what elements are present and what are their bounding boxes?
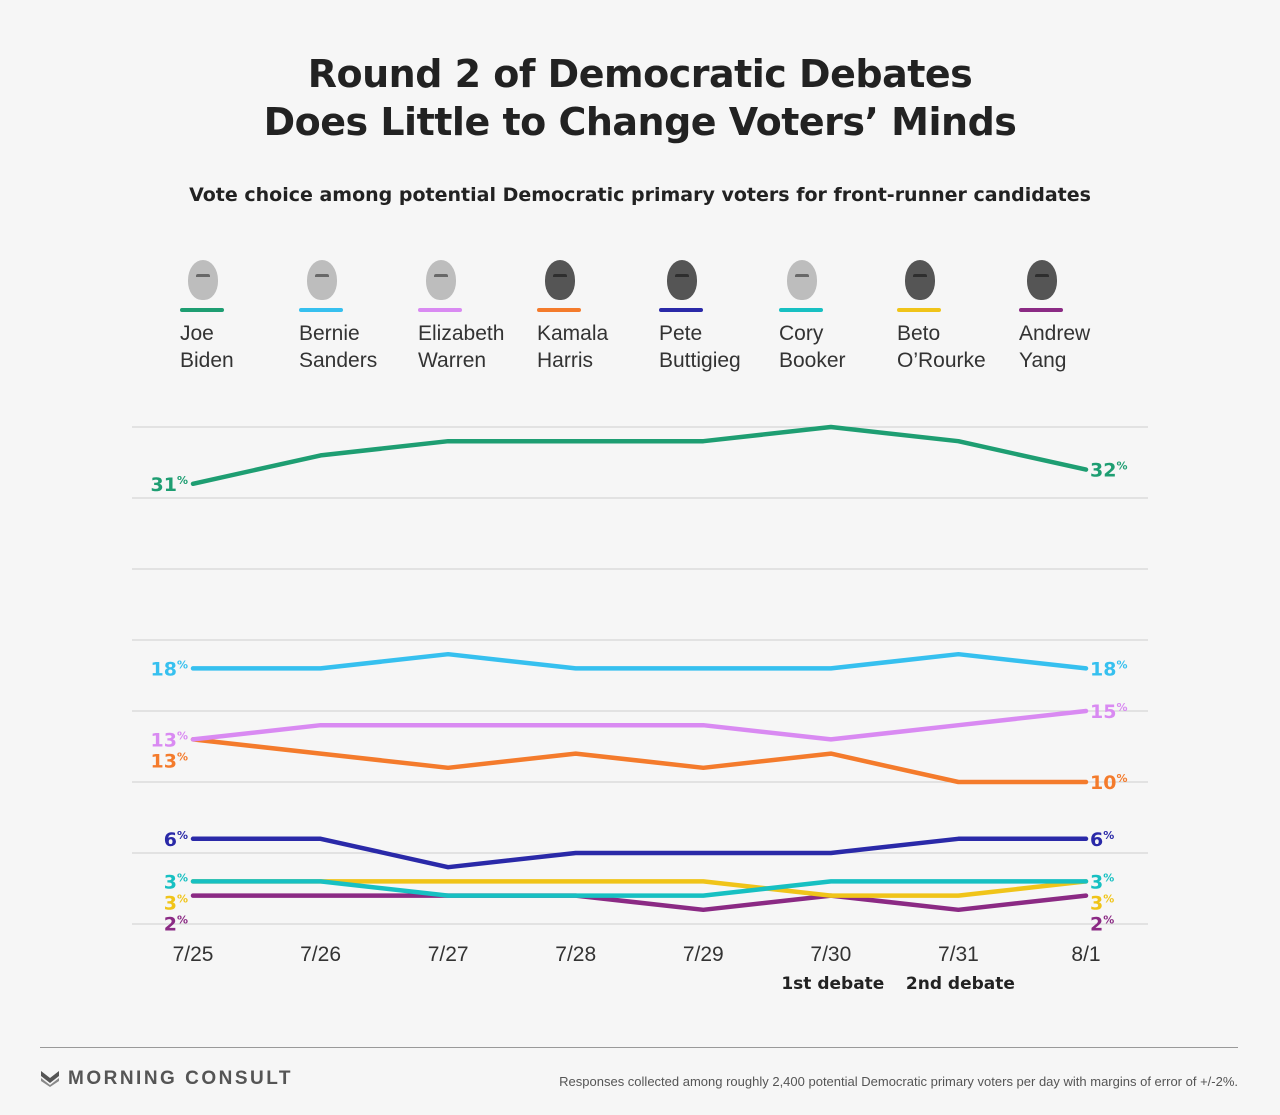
percent-suffix: % <box>1116 658 1127 671</box>
start-value-label: 13% <box>151 750 188 772</box>
legend: Joe Biden Bernie Sanders Elizabeth Warren K… <box>0 258 1280 388</box>
percent-suffix: % <box>1103 913 1114 926</box>
end-value-label: 6% <box>1090 829 1114 851</box>
percent-suffix: % <box>1103 871 1114 884</box>
end-value-label: 32% <box>1090 460 1127 482</box>
percent-suffix: % <box>177 729 188 742</box>
x-tick-label: 7/29 <box>683 943 724 966</box>
brand-name: MORNING CONSULT <box>68 1068 294 1089</box>
orourke-headshot-icon <box>905 260 935 300</box>
end-value-label: 2% <box>1090 913 1114 935</box>
start-value-label: 13% <box>151 729 188 751</box>
brand-logo: MORNING CONSULT <box>40 1068 293 1092</box>
start-value-label: 31% <box>151 474 188 496</box>
series-line <box>190 737 1089 785</box>
legend-swatch-yang <box>1019 308 1063 312</box>
percent-suffix: % <box>177 892 188 905</box>
footer-divider <box>40 1047 1238 1048</box>
legend-swatch-warren <box>418 308 462 312</box>
start-value-label: 3% <box>164 871 188 893</box>
legend-label-sanders: Bernie Sanders <box>299 322 378 372</box>
x-tick-label: 7/28 <box>555 943 596 966</box>
end-value-label: 18% <box>1090 658 1127 680</box>
percent-suffix: % <box>177 871 188 884</box>
x-tick-label: 7/30 <box>810 943 851 966</box>
warren-headshot-icon <box>426 260 456 300</box>
x-tick-label: 7/26 <box>300 943 341 966</box>
morning-consult-logo-icon <box>40 1069 60 1093</box>
series-line <box>190 651 1089 671</box>
percent-suffix: % <box>1116 701 1127 714</box>
legend-label-warren: Elizabeth Warren <box>418 322 505 372</box>
legend-swatch-orourke <box>897 308 941 312</box>
percent-suffix: % <box>1116 772 1127 785</box>
line-chart: 31%18%13%13%6%3%3%2%32%18%15%10%6%3%3%2%… <box>132 424 1148 994</box>
buttigieg-headshot-icon <box>667 260 697 300</box>
chart-x-axis: 7/25 7/26 7/27 7/28 7/29 7/30 7/31 8/1 1st debat… <box>173 943 1101 994</box>
series-line <box>190 708 1089 742</box>
yang-headshot-icon <box>1027 260 1057 300</box>
biden-headshot-icon <box>188 260 218 300</box>
x-tick-label: 7/25 <box>173 943 214 966</box>
series-line <box>190 879 1089 898</box>
percent-suffix: % <box>177 474 188 487</box>
series-line <box>190 424 1089 487</box>
legend-label-biden: Joe Biden <box>180 322 234 372</box>
percent-suffix: % <box>1103 829 1114 842</box>
chart-gridlines <box>132 426 1148 925</box>
chart-title: Round 2 of Democratic Debates Does Littl… <box>0 50 1280 146</box>
percent-suffix: % <box>177 913 188 926</box>
percent-suffix: % <box>1103 892 1114 905</box>
start-value-label: 18% <box>151 658 188 680</box>
debate-annotation: 2nd debate <box>906 974 1015 994</box>
chart-subtitle: Vote choice among potential Democratic p… <box>189 184 1091 206</box>
chart-title-line-1: Round 2 of Democratic Debates <box>307 52 973 96</box>
legend-label-orourke: Beto O’Rourke <box>897 322 986 372</box>
chart-title-line-2: Does Little to Change Voters’ Minds <box>263 100 1017 144</box>
legend-swatch-sanders <box>299 308 343 312</box>
debate-annotation: 1st debate <box>781 974 884 994</box>
series-line <box>190 893 1089 913</box>
series-line <box>190 836 1089 870</box>
legend-label-harris: Kamala Harris <box>537 322 609 372</box>
x-tick-label: 7/31 <box>938 943 979 966</box>
start-value-label: 2% <box>164 913 188 935</box>
legend-label-booker: Cory Booker <box>779 322 846 372</box>
footer-note: Responses collected among roughly 2,400 … <box>559 1074 1238 1089</box>
percent-suffix: % <box>177 658 188 671</box>
chart-series-lines <box>190 424 1089 913</box>
start-value-label: 6% <box>164 829 188 851</box>
x-tick-label: 8/1 <box>1071 943 1100 966</box>
sanders-headshot-icon <box>307 260 337 300</box>
end-value-label: 3% <box>1090 871 1114 893</box>
start-value-label: 3% <box>164 892 188 914</box>
percent-suffix: % <box>1116 460 1127 473</box>
booker-headshot-icon <box>787 260 817 300</box>
x-tick-label: 7/27 <box>428 943 469 966</box>
percent-suffix: % <box>177 750 188 763</box>
legend-swatch-harris <box>537 308 581 312</box>
end-value-label: 15% <box>1090 701 1127 723</box>
legend-swatch-buttigieg <box>659 308 703 312</box>
harris-headshot-icon <box>545 260 575 300</box>
chart-value-labels: 31%18%13%13%6%3%3%2%32%18%15%10%6%3%3%2% <box>151 460 1128 936</box>
end-value-label: 3% <box>1090 892 1114 914</box>
legend-label-yang: Andrew Yang <box>1019 322 1091 372</box>
series-line <box>190 879 1089 898</box>
end-value-label: 10% <box>1090 772 1127 794</box>
legend-label-buttigieg: Pete Buttigieg <box>659 322 741 372</box>
legend-swatch-biden <box>180 308 224 312</box>
percent-suffix: % <box>177 829 188 842</box>
legend-swatch-booker <box>779 308 823 312</box>
